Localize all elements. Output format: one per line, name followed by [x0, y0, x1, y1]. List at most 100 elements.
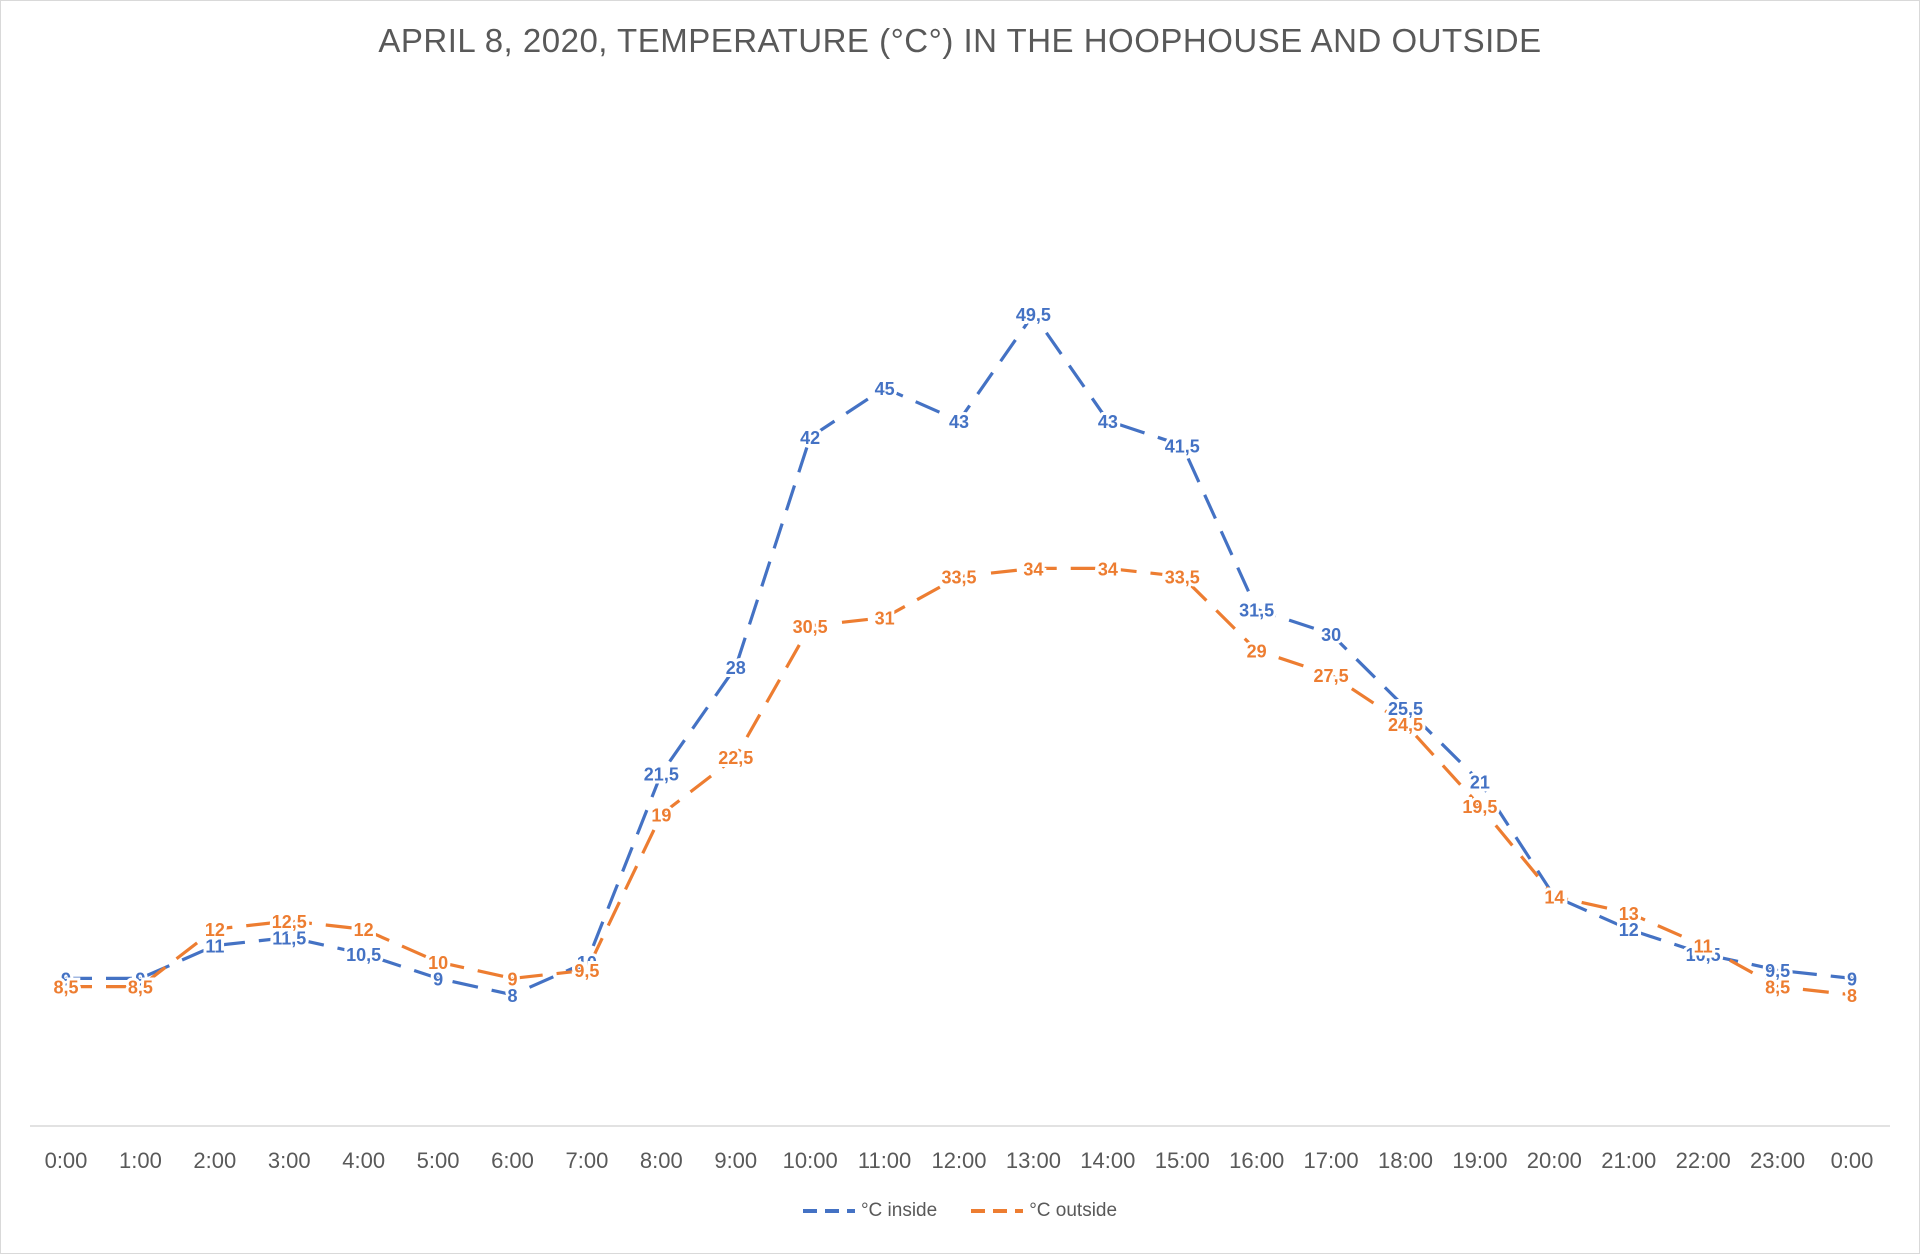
data-label-inside: 9,59,5: [1762, 958, 1793, 984]
data-label-text: 49,5: [1016, 305, 1051, 325]
data-label-inside: 11,511,5: [269, 925, 309, 951]
data-label-outside: 8,58,5: [1762, 975, 1793, 1001]
data-label-text: 41,5: [1165, 436, 1200, 456]
x-tick-label: 2:00: [193, 1148, 236, 1173]
data-point-inside: [585, 960, 589, 964]
x-tick-label: 22:00: [1676, 1148, 1731, 1173]
axis-layer: 0:00 1:00 2:00 3:00 4:00 5:00 6:00 7:00 8:00 9:00…: [30, 1125, 1890, 1173]
data-label-halo: 19: [651, 805, 671, 825]
data-point-inside: [659, 771, 663, 775]
data-point-inside: [734, 665, 738, 669]
x-tick-label: 1:00: [119, 1148, 162, 1173]
data-label-halo: 43: [949, 412, 969, 432]
data-point-inside: [287, 935, 291, 939]
data-label-text: 27,5: [1314, 666, 1349, 686]
data-point-outside: [808, 624, 812, 628]
data-point-inside: [957, 419, 961, 423]
data-label-halo: 25,5: [1388, 699, 1423, 719]
data-point-outside: [64, 985, 68, 989]
data-label-text: 9: [61, 969, 71, 989]
data-label-outside: 27,527,5: [1311, 663, 1352, 689]
data-label-text: 12,5: [272, 912, 307, 932]
data-label-text: 10,5: [1686, 945, 1721, 965]
data-label-halo: 31,5: [1239, 600, 1274, 620]
data-point-outside: [1106, 566, 1110, 570]
data-point-outside: [1850, 993, 1854, 997]
data-label-inside: 21,521,5: [641, 761, 682, 787]
x-tick-label: 12:00: [931, 1148, 986, 1173]
data-label-halo: 21: [1470, 773, 1490, 793]
data-label-inside: 99: [1844, 966, 1860, 992]
data-label-text: 34: [1098, 559, 1118, 579]
data-point-outside: [659, 812, 663, 816]
data-label-text: 30: [1321, 625, 1341, 645]
data-label-inside: 99: [58, 966, 74, 992]
x-tick-label: 6:00: [491, 1148, 534, 1173]
data-label-halo: 27,5: [1314, 666, 1349, 686]
data-label-text: 11: [1694, 937, 1713, 957]
x-tick-label: 19:00: [1452, 1148, 1507, 1173]
data-label-outside: 22,522,5: [715, 745, 756, 771]
data-point-inside: [1478, 780, 1482, 784]
data-label-halo: 8,5: [1765, 978, 1790, 998]
data-point-outside: [883, 616, 887, 620]
data-point-outside: [734, 755, 738, 759]
data-label-text: 29: [1247, 641, 1267, 661]
data-label-halo: 29: [1247, 641, 1267, 661]
data-label-outside: 12,512,5: [269, 909, 310, 935]
data-point-outside: [1031, 566, 1035, 570]
data-label-inside: 25,525,5: [1385, 696, 1426, 722]
data-label-halo: 22,5: [718, 748, 753, 768]
data-label-outside: 33,533,5: [1162, 565, 1203, 591]
data-label-text: 28: [726, 658, 746, 678]
data-label-text: 24,5: [1388, 715, 1423, 735]
data-point-outside: [1404, 722, 1407, 726]
data-point-inside: [1627, 927, 1631, 931]
data-point-outside: [1180, 575, 1184, 579]
data-point-outside: [287, 919, 291, 923]
data-label-halo: 14: [1544, 887, 1564, 907]
data-label-halo: 9,5: [574, 961, 599, 981]
data-label-halo: 19,5: [1462, 797, 1497, 817]
data-label-outside: 9,59,5: [571, 958, 602, 984]
data-label-text: 14: [1544, 887, 1564, 907]
data-label-text: 45: [875, 379, 895, 399]
data-label-halo: 9,5: [1765, 961, 1790, 981]
data-label-text: 13: [1619, 904, 1639, 924]
data-point-inside: [511, 993, 514, 997]
data-label-text: 43: [1098, 412, 1118, 432]
data-label-text: 10: [428, 953, 448, 973]
data-label-text: 25,5: [1388, 699, 1423, 719]
data-label-halo: 9: [135, 969, 145, 989]
data-label-halo: 45: [875, 379, 895, 399]
data-point-outside: [1776, 985, 1780, 989]
data-label-halo: 49,5: [1016, 305, 1051, 325]
legend-label-inside: °C inside: [860, 1200, 938, 1221]
lines-layer: [64, 312, 1854, 997]
data-point-inside: [362, 952, 366, 956]
data-point-inside: [1255, 607, 1259, 611]
data-label-halo: 24,5: [1388, 715, 1423, 735]
data-label-text: 9,5: [1765, 961, 1790, 981]
x-tick-label: 17:00: [1304, 1148, 1359, 1173]
data-point-inside: [1031, 312, 1035, 316]
data-label-halo: 21,5: [644, 764, 679, 784]
data-point-inside: [213, 944, 217, 948]
data-label-text: 11,5: [272, 928, 306, 948]
data-label-text: 12: [205, 920, 225, 940]
data-point-outside: [511, 976, 514, 980]
x-tick-label: 18:00: [1378, 1148, 1433, 1173]
data-label-text: 34: [1023, 559, 1043, 579]
data-label-outside: 30,530,5: [790, 614, 831, 640]
data-label-inside: 88: [504, 983, 520, 1009]
data-label-text: 21: [1470, 773, 1490, 793]
data-label-outside: 99: [504, 966, 520, 992]
